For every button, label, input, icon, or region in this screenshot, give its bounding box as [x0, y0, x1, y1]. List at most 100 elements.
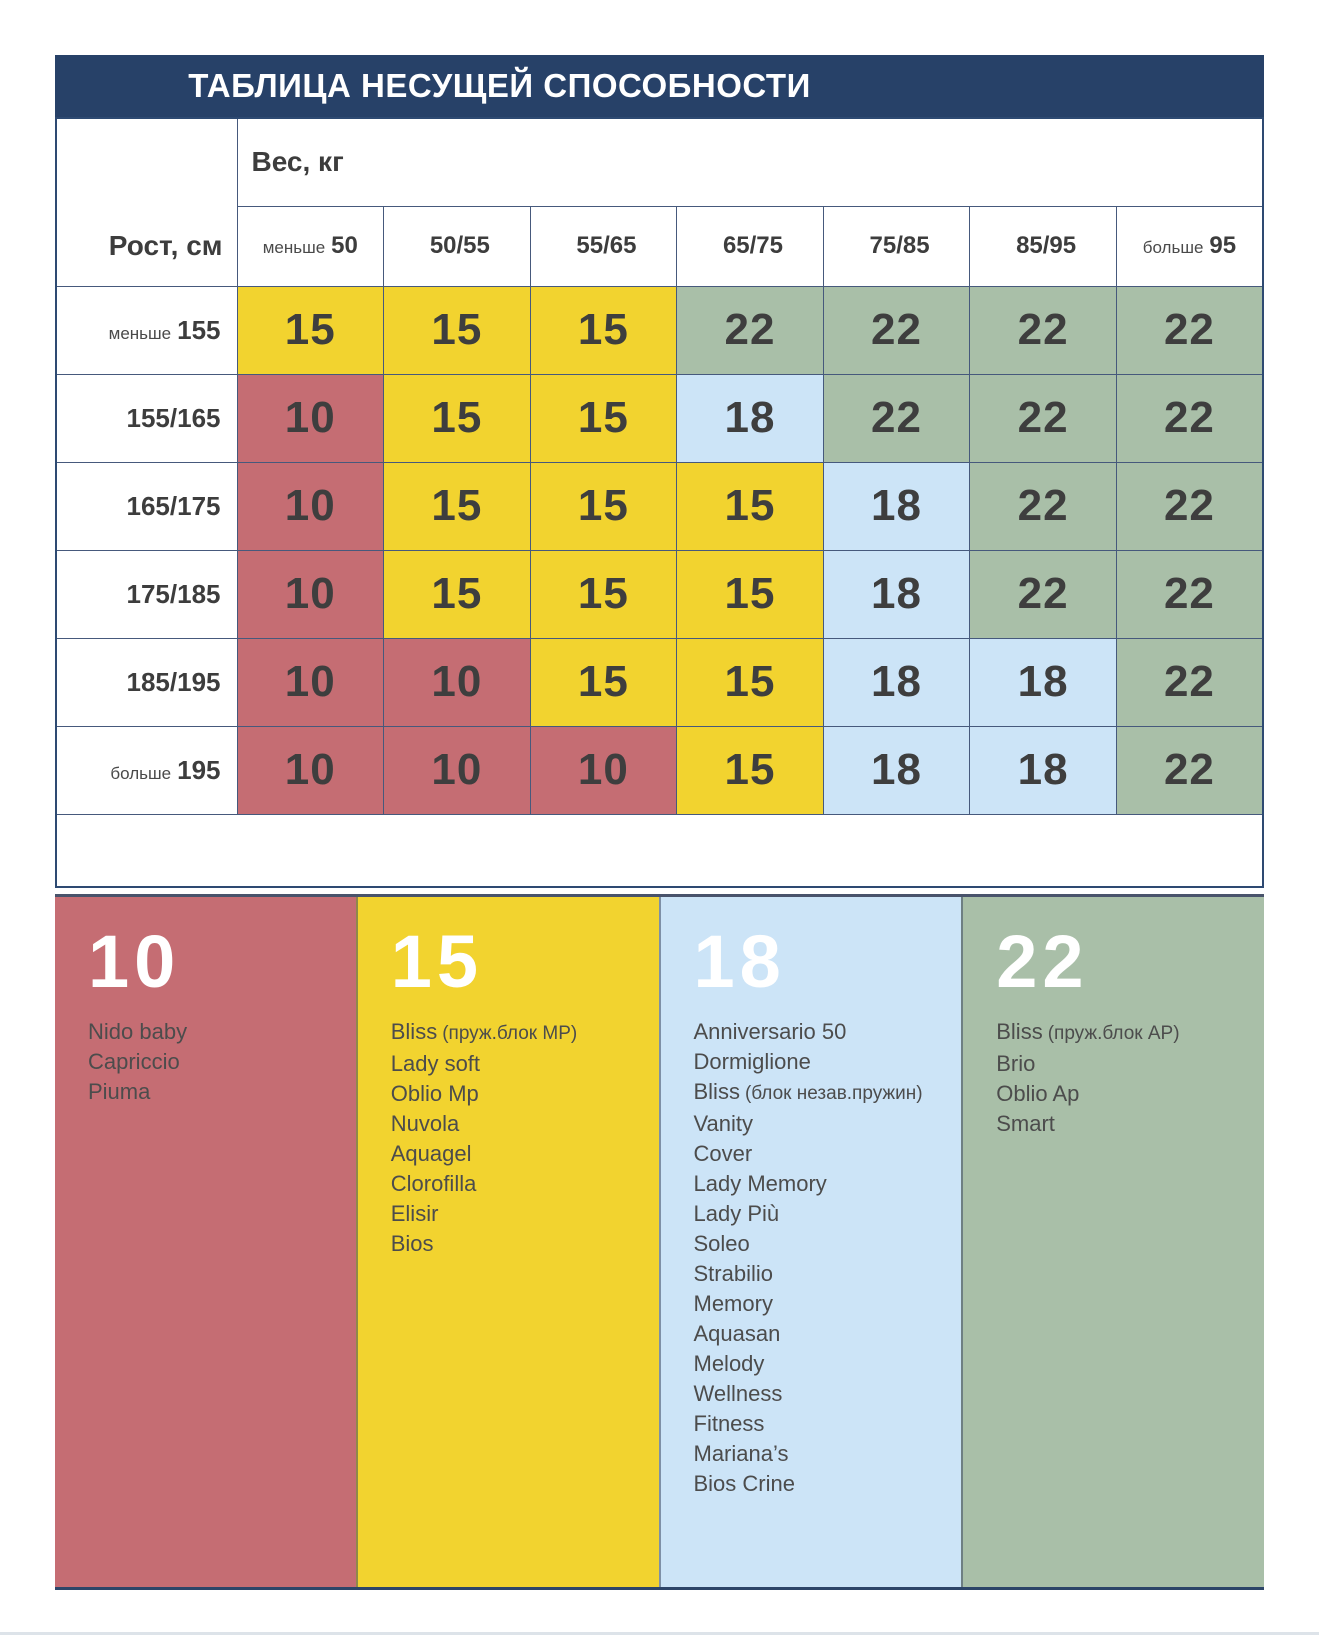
capacity-cell: 18 [676, 373, 824, 463]
capacity-cell: 15 [529, 285, 678, 375]
legend-group-10: 10 Nido baby Capriccio Piuma [55, 897, 356, 1587]
capacity-cell: 22 [1115, 637, 1264, 727]
product-item: Fitness [693, 1411, 765, 1436]
capacity-cell: 22 [969, 285, 1117, 375]
capacity-cell: 22 [822, 373, 971, 463]
capacity-cell: 15 [383, 285, 531, 375]
product-item: Mariana’s [693, 1441, 789, 1466]
capacity-cell: 10 [236, 461, 385, 551]
capacity-cell: 15 [383, 461, 531, 551]
height-row-label: 185/195 [55, 637, 238, 727]
height-row-label: 155/165 [55, 373, 238, 463]
capacity-cell: 22 [1115, 549, 1264, 639]
product-item: Aquasan [693, 1321, 781, 1346]
product-item: Bliss (пруж.блок MP) [390, 1019, 578, 1044]
product-item: Melody [693, 1351, 765, 1376]
title-bar: ТАБЛИЦА НЕСУЩЕЙ СПОСОБНОСТИ [55, 55, 1264, 117]
product-item: Oblio Ap [996, 1081, 1080, 1106]
table-row: 175/185 10 15 15 15 18 22 22 [55, 549, 1264, 639]
product-item: Lady soft [390, 1051, 481, 1076]
bottom-divider [0, 1632, 1319, 1635]
product-list: Bliss (пруж.блок AP) Brio Oblio Ap Smart [996, 1017, 1246, 1139]
table-row: 155/165 10 15 15 18 22 22 22 [55, 373, 1264, 463]
capacity-cell: 22 [1115, 373, 1264, 463]
product-item: Dormiglione [693, 1049, 811, 1074]
legend-value: 15 [390, 920, 484, 1003]
weight-axis-label: Вес, кг [251, 146, 344, 178]
legend-value: 22 [996, 920, 1089, 1003]
product-item: Bios Crine [693, 1471, 795, 1496]
legend-value: 18 [693, 920, 786, 1003]
weight-col-header: 65/75 [676, 205, 824, 287]
capacity-cell: 15 [676, 725, 824, 815]
capacity-cell: 10 [529, 725, 678, 815]
table-row: 165/175 10 15 15 15 18 22 22 [55, 461, 1264, 551]
product-item: Memory [693, 1291, 773, 1316]
capacity-cell: 15 [676, 549, 824, 639]
capacity-cell: 15 [529, 461, 678, 551]
product-item: Lady Più [693, 1201, 780, 1226]
height-axis-cell: Рост, см [55, 117, 238, 287]
capacity-cell: 22 [969, 549, 1117, 639]
capacity-cell: 10 [236, 725, 385, 815]
capacity-cell: 22 [969, 373, 1117, 463]
product-item: Lady Memory [693, 1171, 827, 1196]
product-item: Elisir [390, 1201, 439, 1226]
table-row: 185/195 10 10 15 15 18 18 22 [55, 637, 1264, 727]
spacer-cell [55, 813, 1264, 888]
capacity-cell: 18 [969, 637, 1117, 727]
legend: 10 Nido baby Capriccio Piuma 15 Bliss (пр… [55, 894, 1264, 1590]
capacity-cell: 18 [822, 461, 971, 551]
weight-col-header: 85/95 [969, 205, 1117, 287]
capacity-cell: 22 [676, 285, 824, 375]
product-item: Vanity [693, 1111, 754, 1136]
product-item: Clorofilla [390, 1171, 477, 1196]
product-item: Smart [996, 1111, 1055, 1136]
height-row-label: меньше 155 [55, 285, 238, 375]
product-item: Cover [693, 1141, 753, 1166]
height-axis-label: Рост, см [108, 229, 223, 261]
capacity-cell: 22 [822, 285, 971, 375]
legend-group-15: 15 Bliss (пруж.блок MP) Lady soft Oblio M… [355, 897, 659, 1587]
spacer-row [55, 813, 1264, 888]
capacity-cell: 22 [1115, 461, 1264, 551]
capacity-cell: 22 [1115, 285, 1264, 375]
legend-group-22: 22 Bliss (пруж.блок AP) Brio Oblio Ap Sma… [961, 897, 1264, 1587]
capacity-cell: 22 [1115, 725, 1264, 815]
legend-value: 10 [88, 920, 181, 1003]
capacity-cell: 15 [676, 637, 824, 727]
weight-col-header: 55/65 [529, 205, 678, 287]
weight-col-header: больше 95 [1115, 205, 1264, 287]
height-row-label: 175/185 [55, 549, 238, 639]
product-item: Bios [390, 1231, 434, 1256]
product-item: Brio [996, 1051, 1036, 1076]
content: ТАБЛИЦА НЕСУЩЕЙ СПОСОБНОСТИ Рост, см Вес… [55, 55, 1264, 1590]
capacity-cell: 15 [383, 373, 531, 463]
capacity-cell: 10 [383, 637, 531, 727]
product-item: Bliss (пруж.блок AP) [996, 1019, 1180, 1044]
product-item: Capriccio [88, 1049, 180, 1074]
table-row: больше 195 10 10 10 15 18 18 22 [55, 725, 1264, 815]
weight-col-header: меньше 50 [236, 205, 385, 287]
product-list: Nido baby Capriccio Piuma [88, 1017, 338, 1107]
capacity-cell: 18 [822, 725, 971, 815]
capacity-cell: 18 [969, 725, 1117, 815]
capacity-cell: 15 [529, 637, 678, 727]
product-item: Aquagel [390, 1141, 472, 1166]
product-item: Anniversario 50 [693, 1019, 847, 1044]
capacity-cell: 10 [236, 637, 385, 727]
page-title: ТАБЛИЦА НЕСУЩЕЙ СПОСОБНОСТИ [188, 67, 811, 104]
product-item: Oblio Mp [390, 1081, 479, 1106]
capacity-cell: 15 [676, 461, 824, 551]
weight-col-header: 75/85 [822, 205, 971, 287]
capacity-cell: 15 [236, 285, 385, 375]
capacity-cell: 18 [822, 549, 971, 639]
weight-axis-row: Рост, см Вес, кг [55, 117, 1264, 287]
weight-header-row: меньше 50 50/55 55/65 65/75 75/85 85/95 б… [56, 205, 1264, 287]
height-row-label: 165/175 [55, 461, 238, 551]
product-list: Anniversario 50 Dormiglione Bliss (блок н… [694, 1017, 944, 1499]
capacity-cell: 15 [383, 549, 531, 639]
legend-group-18: 18 Anniversario 50 Dormiglione Bliss (бло… [658, 897, 962, 1587]
product-item: Bliss (блок незав.пружин) [693, 1079, 923, 1104]
